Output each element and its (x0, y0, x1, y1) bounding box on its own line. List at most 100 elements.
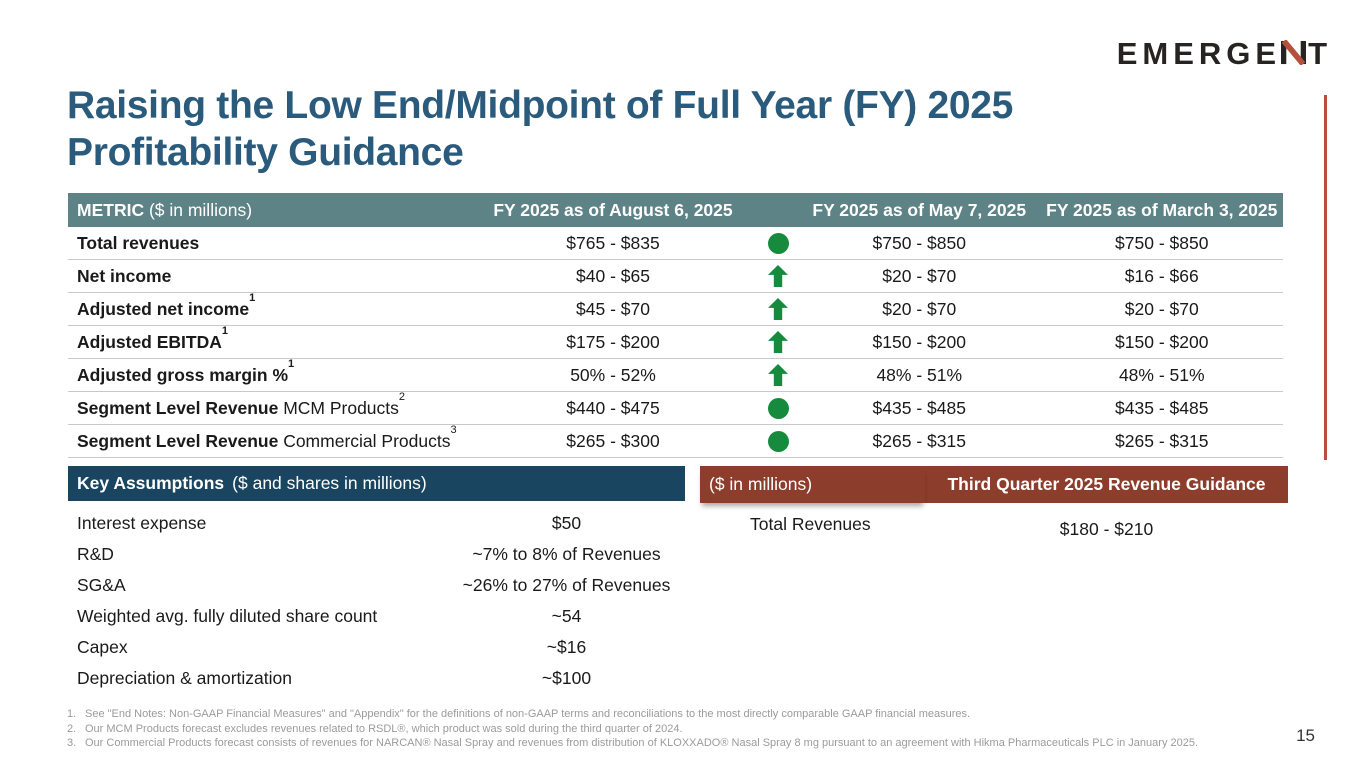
guidance-table-header-row: METRIC ($ in millions) FY 2025 as of Aug… (68, 193, 1283, 227)
footnote: 1. See "End Notes: Non-GAAP Financial Mea… (64, 707, 1274, 722)
table-row: Total revenues $765 - $835 $750 - $850 $… (68, 227, 1283, 260)
value-may: $20 - $70 (882, 265, 957, 286)
q3-row-label: Total Revenues (750, 514, 871, 534)
q3-table-row: Total Revenues $180 - $210 (700, 514, 1288, 540)
status-indicator-icon (767, 430, 789, 452)
table-row: Adjusted EBITDA1 $175 - $200 $150 - $200… (68, 325, 1283, 359)
assumption-row: Depreciation & amortization ~$100 (68, 663, 685, 694)
value-may: $265 - $315 (872, 430, 966, 451)
assumption-row: Weighted avg. fully diluted share count ~… (68, 601, 685, 632)
q3-table-header: ($ in millions) Third Quarter 2025 Reven… (700, 466, 1288, 503)
indicator-cell (758, 232, 798, 254)
key-assumptions-title: Key Assumptions (77, 473, 225, 493)
accent-vertical-line (1324, 95, 1327, 460)
metric-name: Net income (77, 265, 172, 286)
header-metric: METRIC ($ in millions) (68, 200, 468, 221)
fy2025-guidance-table: METRIC ($ in millions) FY 2025 as of Aug… (68, 193, 1283, 458)
footnotes: 1. See "End Notes: Non-GAAP Financial Mea… (64, 707, 1274, 751)
value-august: $175 - $200 (566, 331, 660, 352)
value-march: $435 - $485 (1115, 397, 1209, 418)
indicator-cell (758, 397, 798, 419)
metric-cell: Adjusted gross margin %1 (68, 358, 468, 386)
metric-cell: Adjusted net income1 (68, 292, 468, 320)
footnote-text: Our Commercial Products forecast consist… (85, 737, 1199, 749)
value-may: 48% - 51% (876, 364, 963, 385)
footnote-text: See "End Notes: Non-GAAP Financial Measu… (85, 708, 971, 720)
footnote-ref: 3 (450, 423, 457, 436)
assumption-label: R&D (77, 544, 114, 564)
metric-name: Adjusted net income (77, 298, 250, 319)
assumption-row: R&D ~7% to 8% of Revenues (68, 539, 685, 570)
footnote-ref: 1 (288, 357, 295, 370)
value-august: $45 - $70 (576, 298, 650, 319)
assumption-value: ~54 (551, 606, 582, 626)
page-number: 15 (1296, 726, 1315, 745)
status-indicator-icon (768, 331, 788, 353)
metric-name: Segment Level Revenue (77, 430, 279, 451)
assumption-row: Interest expense $50 (68, 508, 685, 539)
header-col-may: FY 2025 as of May 7, 2025 (812, 199, 1027, 220)
metric-cell: Net income (68, 266, 468, 287)
header-col-august: FY 2025 as of August 6, 2025 (493, 199, 733, 220)
q3-row-value: $180 - $210 (1059, 519, 1154, 539)
q3-header-title: Third Quarter 2025 Revenue Guidance (947, 474, 1266, 494)
slide-title-line2: Profitability Guidance (67, 131, 464, 174)
value-march: $150 - $200 (1115, 331, 1209, 352)
logo-text-right: T (1308, 36, 1332, 71)
header-col-march: FY 2025 as of March 3, 2025 (1046, 199, 1278, 220)
value-march: 48% - 51% (1118, 364, 1205, 385)
header-metric-sub: ($ in millions) (144, 199, 253, 220)
value-march: $265 - $315 (1115, 430, 1209, 451)
slide-title: Raising the Low End/Midpoint of Full Yea… (67, 82, 1127, 176)
assumption-value: ~7% to 8% of Revenues (472, 544, 661, 564)
value-march: $20 - $70 (1124, 298, 1199, 319)
indicator-cell (758, 364, 798, 386)
footnote-ref: 1 (249, 291, 256, 304)
logo-text-left: EMERGE (1116, 36, 1282, 71)
footnote-ref: 1 (221, 324, 228, 337)
status-indicator-icon (768, 298, 788, 320)
metric-cell: Adjusted EBITDA1 (68, 325, 468, 353)
metric-name: Adjusted EBITDA (77, 331, 222, 352)
footnote-ref: 2 (398, 390, 406, 403)
value-august: $265 - $300 (566, 430, 660, 451)
assumption-value: $50 (551, 513, 582, 533)
footnote-number: 3. (67, 737, 77, 749)
assumption-label: Weighted avg. fully diluted share count (77, 606, 378, 626)
value-august: 50% - 52% (570, 364, 656, 385)
key-assumptions-table: Key Assumptions ($ and shares in million… (68, 466, 685, 694)
key-assumptions-body: Interest expense $50 R&D ~7% to 8% of Reve… (68, 501, 685, 694)
value-may: $20 - $70 (882, 298, 957, 319)
indicator-cell (758, 430, 798, 452)
assumption-row: SG&A ~26% to 27% of Revenues (68, 570, 685, 601)
table-row: Net income $40 - $65 $20 - $70 $16 - $66 (68, 260, 1283, 293)
assumption-label: SG&A (77, 575, 126, 595)
indicator-cell (758, 331, 798, 353)
q3-revenue-guidance-table: ($ in millions) Third Quarter 2025 Reven… (700, 466, 1288, 540)
metric-cell: Segment Level Revenue MCM Products2 (68, 391, 468, 419)
status-indicator-icon (768, 265, 788, 287)
table-row: Adjusted gross margin %1 50% - 52% 48% -… (68, 358, 1283, 392)
slide-title-line1: Raising the Low End/Midpoint of Full Yea… (67, 84, 1014, 127)
indicator-cell (758, 298, 798, 320)
table-row: Segment Level Revenue Commercial Product… (68, 424, 1283, 458)
assumption-value: ~26% to 27% of Revenues (462, 575, 671, 595)
metric-name: Segment Level Revenue (77, 397, 279, 418)
metric-name: Total revenues (77, 232, 200, 253)
assumption-label: Interest expense (77, 513, 207, 533)
footnote: 2. Our MCM Products forecast excludes rev… (64, 722, 1274, 737)
value-may: $750 - $850 (872, 232, 966, 253)
q3-header-units: ($ in millions) (700, 466, 925, 503)
key-assumptions-header: Key Assumptions ($ and shares in million… (68, 466, 685, 501)
key-assumptions-subtitle: ($ and shares in millions) (232, 473, 427, 493)
status-indicator-icon (768, 364, 788, 386)
emergent-logo: EMERGE T (1117, 36, 1332, 72)
metric-cell: Segment Level Revenue Commercial Product… (68, 424, 468, 452)
metric-name: Adjusted gross margin % (77, 364, 289, 385)
value-august: $440 - $475 (566, 397, 660, 418)
metric-name-suffix: MCM Products (278, 397, 399, 418)
assumption-value: ~$16 (546, 637, 587, 657)
footnote-number: 2. (67, 722, 77, 735)
value-may: $435 - $485 (872, 397, 966, 418)
status-indicator-icon (767, 232, 789, 254)
